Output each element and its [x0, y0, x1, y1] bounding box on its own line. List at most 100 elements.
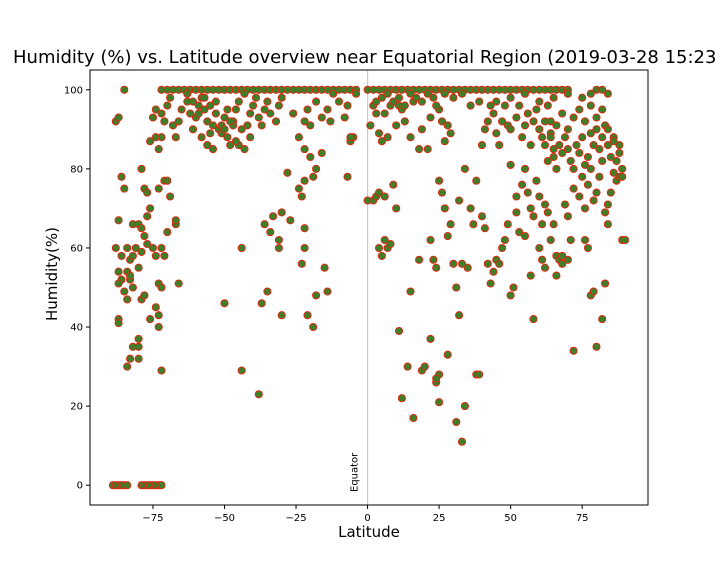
data-point — [157, 109, 166, 118]
data-point — [200, 105, 209, 114]
data-point — [406, 133, 415, 142]
data-point — [383, 133, 392, 142]
data-point — [303, 311, 312, 320]
data-point — [609, 168, 618, 177]
data-point — [435, 176, 444, 185]
data-point — [580, 204, 590, 213]
data-point — [475, 370, 484, 379]
data-point — [472, 176, 481, 185]
data-point — [603, 141, 612, 150]
data-point — [595, 172, 604, 181]
data-point — [246, 133, 255, 142]
data-point — [575, 105, 584, 114]
data-point — [254, 390, 263, 399]
data-point — [251, 93, 261, 102]
x-tick-label: 50 — [504, 513, 517, 524]
data-point — [592, 188, 601, 197]
data-point — [578, 133, 587, 142]
data-point — [188, 97, 198, 106]
data-point — [440, 89, 449, 98]
data-point — [317, 113, 326, 122]
data-point — [203, 141, 212, 150]
x-tick-label: −50 — [214, 513, 235, 524]
data-point — [274, 101, 283, 110]
data-point — [483, 117, 492, 126]
data-point — [523, 188, 532, 197]
data-point — [495, 259, 504, 268]
data-point — [392, 121, 401, 130]
data-point — [532, 176, 541, 185]
data-point — [148, 243, 158, 253]
y-tick-label: 40 — [70, 323, 83, 334]
data-point — [477, 141, 487, 150]
data-point — [117, 251, 126, 260]
data-point — [123, 295, 132, 304]
data-point — [455, 311, 464, 320]
data-point — [598, 85, 607, 94]
data-point — [529, 315, 538, 324]
data-point — [538, 255, 547, 264]
data-point — [475, 97, 484, 106]
data-point — [592, 113, 601, 122]
data-point — [306, 121, 315, 130]
data-point — [403, 362, 412, 371]
data-point — [254, 113, 263, 122]
data-point — [114, 279, 123, 288]
data-point — [523, 109, 532, 118]
data-point — [274, 235, 283, 245]
data-point — [300, 117, 309, 126]
data-point — [111, 243, 120, 253]
data-point — [312, 291, 321, 300]
data-point — [271, 117, 281, 126]
data-point — [146, 315, 155, 324]
data-point — [289, 109, 298, 118]
data-point — [509, 283, 518, 292]
data-point — [128, 251, 137, 260]
data-point — [200, 93, 209, 102]
data-point — [269, 212, 278, 221]
data-point — [120, 287, 129, 296]
data-point — [257, 299, 266, 308]
data-point — [374, 243, 384, 253]
data-point — [277, 208, 286, 217]
data-point — [455, 196, 464, 205]
data-point — [443, 121, 452, 130]
data-point — [549, 93, 558, 102]
data-point — [243, 121, 252, 130]
data-point — [569, 164, 578, 173]
data-point — [460, 164, 469, 173]
data-point — [171, 216, 180, 225]
data-point — [300, 224, 309, 233]
data-point — [443, 350, 452, 359]
data-point — [606, 188, 615, 197]
data-point — [312, 97, 321, 106]
data-point — [420, 362, 429, 371]
data-point — [220, 113, 229, 122]
data-point — [469, 220, 478, 229]
data-point — [446, 129, 455, 138]
data-point — [437, 188, 447, 197]
data-point — [457, 89, 467, 98]
data-point — [294, 184, 303, 193]
data-point — [397, 394, 406, 403]
data-point — [208, 121, 218, 130]
y-tick-label: 80 — [70, 164, 83, 175]
data-point — [386, 239, 395, 249]
data-point — [563, 255, 572, 264]
data-point — [120, 85, 129, 94]
data-point — [595, 145, 604, 154]
data-point — [372, 97, 381, 106]
data-point — [309, 322, 318, 332]
data-point — [329, 89, 338, 98]
data-point — [266, 228, 275, 237]
data-point — [492, 129, 501, 138]
data-point — [520, 232, 530, 241]
plot-frame — [89, 69, 649, 506]
data-point — [343, 101, 352, 110]
data-point — [549, 145, 558, 154]
data-point — [512, 208, 521, 217]
data-point — [606, 152, 615, 162]
data-point — [143, 212, 152, 221]
data-point — [603, 200, 612, 209]
data-point — [114, 113, 123, 122]
